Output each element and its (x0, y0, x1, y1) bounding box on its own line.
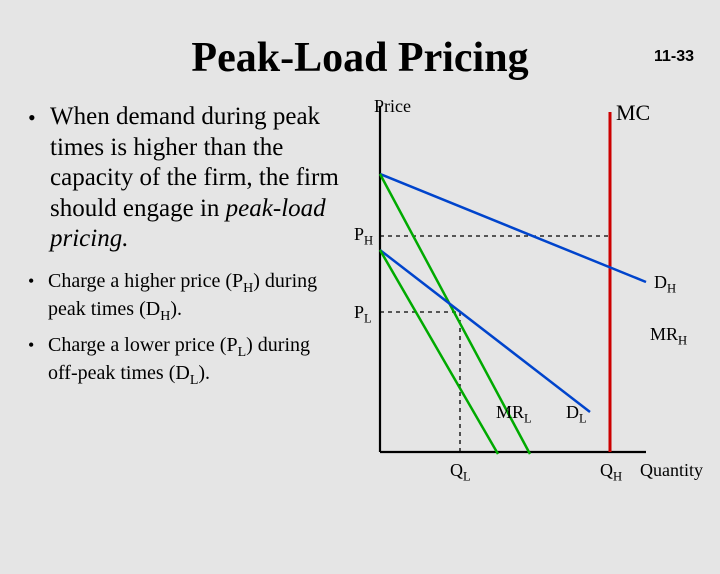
dh-line (380, 174, 646, 282)
bullet-sub-1: • Charge a higher price (PH) during peak… (28, 269, 344, 325)
peak-load-chart (350, 102, 710, 492)
chart-label-qh: QH (600, 460, 622, 485)
bullet-main-text: When demand during peak times is higher … (50, 102, 344, 255)
slide-title: Peak-Load Pricing (0, 34, 720, 82)
dl-line (380, 250, 590, 412)
chart-label-dl: DL (566, 402, 587, 427)
bullet-dot: • (28, 102, 50, 255)
bullet-sub-2-text: Charge a lower price (PL) during off-pea… (48, 333, 344, 389)
chart-label-quantity: Quantity (640, 460, 703, 481)
chart-column: PriceMCPHPLDHMRHDLMRLQLQHQuantity (350, 102, 702, 397)
bullet-sub-1-text: Charge a higher price (PH) during peak t… (48, 269, 344, 325)
content-area: • When demand during peak times is highe… (0, 102, 720, 397)
bullet-main: • When demand during peak times is highe… (28, 102, 344, 255)
chart-label-mrh: MRH (650, 324, 687, 349)
chart-label-dh: DH (654, 272, 676, 297)
bullet-sub-2: • Charge a lower price (PL) during off-p… (28, 333, 344, 389)
page-number: 11-33 (654, 48, 694, 66)
chart-label-pl: PL (354, 302, 372, 327)
chart-label-ph: PH (354, 224, 373, 249)
chart-label-ql: QL (450, 460, 471, 485)
chart-label-mrl: MRL (496, 402, 532, 427)
bullet-dot: • (28, 333, 48, 389)
mrl-line (380, 250, 498, 454)
chart-label-price: Price (374, 96, 411, 117)
chart-label-mc: MC (616, 100, 650, 126)
bullet-dot: • (28, 269, 48, 325)
text-column: • When demand during peak times is highe… (28, 102, 350, 397)
